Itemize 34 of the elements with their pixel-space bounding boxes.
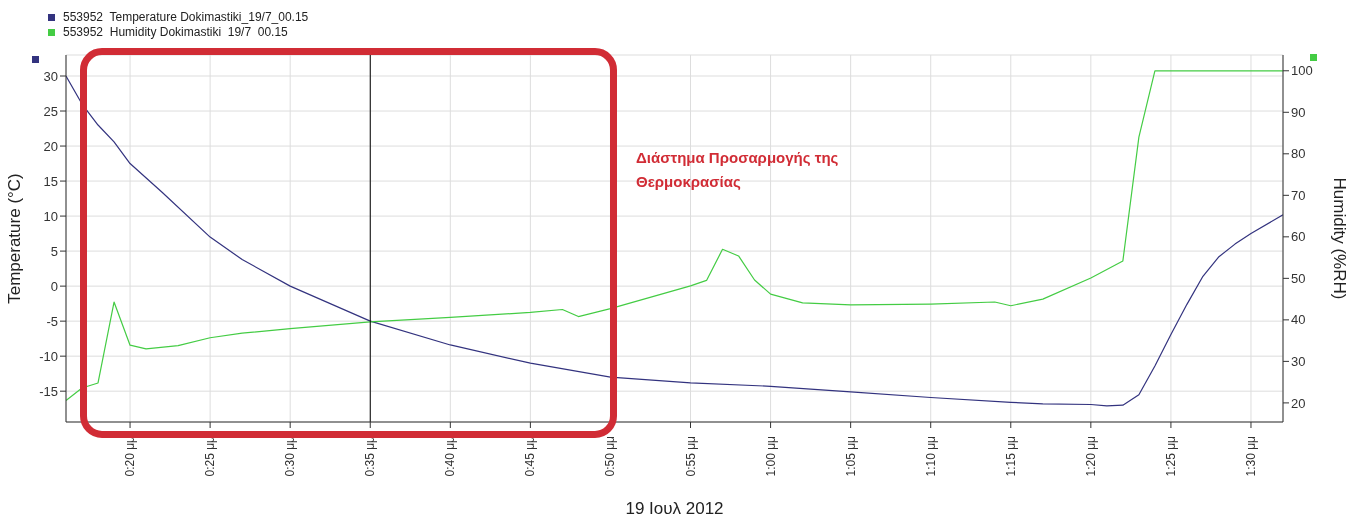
- y-axis-title: Temperature (°C): [5, 173, 25, 304]
- y2-tick-label: 40: [1291, 312, 1306, 328]
- y2-tick-label: 20: [1291, 395, 1306, 411]
- x-tick-label: 1:30 μμ: [1243, 435, 1258, 477]
- x-tick-label: 0:55 μμ: [683, 435, 698, 477]
- y2-tick-label: 90: [1291, 104, 1306, 120]
- x-tick-label: 1:25 μμ: [1163, 435, 1178, 477]
- y2-tick-label: 80: [1291, 146, 1306, 162]
- y-tick-label: 25: [43, 103, 58, 119]
- legend-label: 553952 Humidity Dokimastiki 19/7 00.15: [63, 25, 288, 40]
- y-tick-label: 10: [43, 208, 58, 224]
- y-tick-label: 5: [50, 243, 58, 259]
- x-tick-label: 1:05 μμ: [843, 435, 858, 477]
- x-axis-title: 19 Ιουλ 2012: [625, 499, 724, 518]
- x-tick-label: 1:15 μμ: [1003, 435, 1018, 477]
- annotation: Διάστημα Προσαρμογής της Θερμοκρασίας: [636, 148, 840, 192]
- y2-tick-label: 30: [1291, 354, 1306, 369]
- y-tick-label: -5: [46, 313, 58, 329]
- x-tick-label: 1:00 μμ: [763, 435, 778, 477]
- y2-tick-label: 50: [1291, 270, 1306, 286]
- y-tick-label: 20: [43, 138, 58, 154]
- y2-tick-label: 100: [1291, 63, 1313, 79]
- y-tick-label: 15: [43, 173, 58, 189]
- x-tick-label: 1:20 μμ: [1083, 435, 1098, 477]
- y-tick-label: 30: [43, 68, 58, 84]
- legend-label: 553952 Temperature Dokimastiki_19/7_00.15: [63, 10, 309, 25]
- y2-tick-label: 60: [1291, 229, 1306, 245]
- y-tick-label: -15: [39, 383, 58, 399]
- x-tick-label: 0:50 μμ: [603, 435, 618, 477]
- x-tick-label: 1:10 μμ: [923, 435, 938, 477]
- y-tick-label: 0: [50, 278, 58, 294]
- y2-axis-title: Humidity (%RH): [1329, 177, 1349, 300]
- y2-tick-label: 70: [1291, 187, 1306, 203]
- y-tick-label: -10: [39, 348, 58, 364]
